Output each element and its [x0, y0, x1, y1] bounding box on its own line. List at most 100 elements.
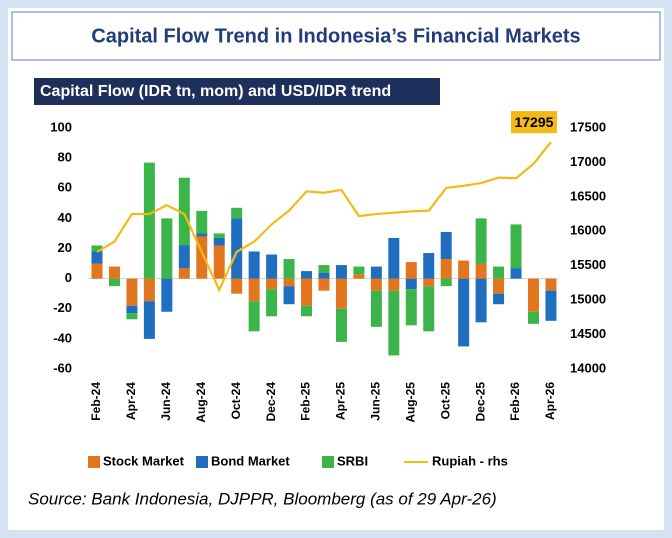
bar-segment: [161, 218, 173, 279]
bar-segment: [126, 313, 138, 320]
bar-segment: [283, 259, 295, 279]
bar-segment: [493, 293, 505, 305]
bar-segment: [248, 251, 260, 279]
legend-label: Bond Market: [211, 453, 290, 468]
bar-segment: [231, 278, 243, 294]
bar-segment: [108, 278, 120, 287]
bar-segment: [423, 278, 435, 287]
bar-segment: [91, 245, 103, 252]
bar-segment: [318, 272, 330, 279]
bar-segment: [318, 265, 330, 273]
bar-segment: [318, 278, 330, 291]
x-tick-label: Apr-26: [543, 382, 557, 420]
bar-segment: [458, 260, 470, 279]
bar-segment: [370, 266, 382, 279]
chart-title: Capital Flow Trend in Indonesia’s Financ…: [91, 25, 580, 47]
bar-segment: [370, 290, 382, 327]
bar-segment: [266, 278, 278, 290]
bar-segment: [335, 278, 347, 309]
bar-segment: [213, 233, 225, 238]
bar-segment: [213, 237, 225, 246]
x-tick-label: Aug-25: [403, 382, 417, 423]
bar-segment: [266, 254, 278, 279]
y-tick-label: 60: [58, 180, 72, 195]
bar-segment: [248, 278, 260, 302]
bar-segment: [283, 286, 295, 305]
bar-segment: [405, 278, 417, 290]
bar-segment: [440, 259, 452, 279]
bar-segment: [143, 301, 155, 339]
bar-segment: [370, 278, 382, 291]
bar-segment: [143, 162, 155, 279]
y-tick-label: -40: [53, 330, 72, 345]
y2-tick-label: 15500: [570, 257, 606, 272]
y2-tick-label: 15000: [570, 292, 606, 307]
y-tick-label: 80: [58, 150, 72, 165]
y2-tick-label: 17500: [570, 119, 606, 134]
bar-segment: [196, 233, 208, 237]
bar-segment: [143, 278, 155, 302]
x-tick-label: Dec-25: [473, 382, 487, 422]
legend-swatch: [196, 456, 208, 468]
title-box: [11, 11, 661, 61]
bar-segment: [126, 305, 138, 314]
bar-segment: [475, 218, 487, 264]
x-tick-label: Oct-24: [229, 382, 243, 420]
legend-swatch: [322, 456, 334, 468]
bar-segment: [283, 278, 295, 287]
bar-segment: [545, 278, 557, 291]
bar-segment: [388, 278, 400, 291]
bar-segment: [545, 290, 557, 321]
x-tick-label: Jun-25: [369, 382, 383, 421]
bar-segment: [91, 263, 103, 279]
bar-segment: [458, 278, 470, 347]
bar-segment: [528, 278, 539, 312]
subtitle-box: [34, 78, 440, 105]
legend-label: SRBI: [337, 453, 368, 468]
bar-segment: [108, 266, 120, 279]
y2-tick-label: 17000: [570, 154, 606, 169]
y2-tick-label: 14500: [570, 326, 606, 341]
bar-segment: [388, 290, 400, 356]
value-label: 17295: [514, 114, 553, 130]
bar-segment: [423, 253, 435, 279]
bar-segment: [196, 210, 208, 234]
y-tick-label: -20: [53, 300, 72, 315]
bar-segment: [405, 289, 417, 326]
bar-segment: [440, 278, 452, 287]
legend-swatch: [88, 456, 100, 468]
bar-segment: [91, 251, 103, 264]
bar-segment: [493, 278, 505, 294]
y2-tick-label: 16000: [570, 223, 606, 238]
x-tick-label: Feb-25: [299, 382, 313, 421]
bar-segment: [248, 301, 260, 332]
bar-segment: [440, 231, 452, 260]
bar-segment: [161, 278, 173, 312]
bar-segment: [405, 262, 417, 279]
bar-segment: [178, 177, 190, 246]
y2-tick-label: 14000: [570, 360, 606, 375]
bar-segment: [423, 286, 435, 332]
bar-segment: [528, 311, 539, 324]
x-tick-label: Apr-24: [124, 382, 138, 420]
bar-segment: [335, 265, 347, 279]
y-tick-label: -60: [53, 360, 72, 375]
bar-segment: [475, 278, 487, 323]
legend-label: Rupiah - rhs: [432, 453, 508, 468]
bar-segment: [301, 278, 313, 306]
value-label-box: [510, 111, 557, 134]
bar-segment: [493, 266, 505, 279]
x-tick-label: Jun-24: [159, 382, 173, 421]
subtitle: Capital Flow (IDR tn, mom) and USD/IDR t…: [40, 83, 391, 100]
bar-segment: [178, 268, 190, 279]
rupiah-line: [96, 141, 552, 293]
bar-segment: [301, 271, 313, 279]
bar-segment: [353, 274, 365, 279]
bar-segment: [301, 305, 313, 317]
bar-segment: [510, 268, 522, 279]
bar-segment: [388, 237, 400, 279]
y-tick-label: 0: [65, 270, 72, 285]
bar-segment: [178, 245, 190, 269]
bar-segment: [510, 224, 522, 269]
